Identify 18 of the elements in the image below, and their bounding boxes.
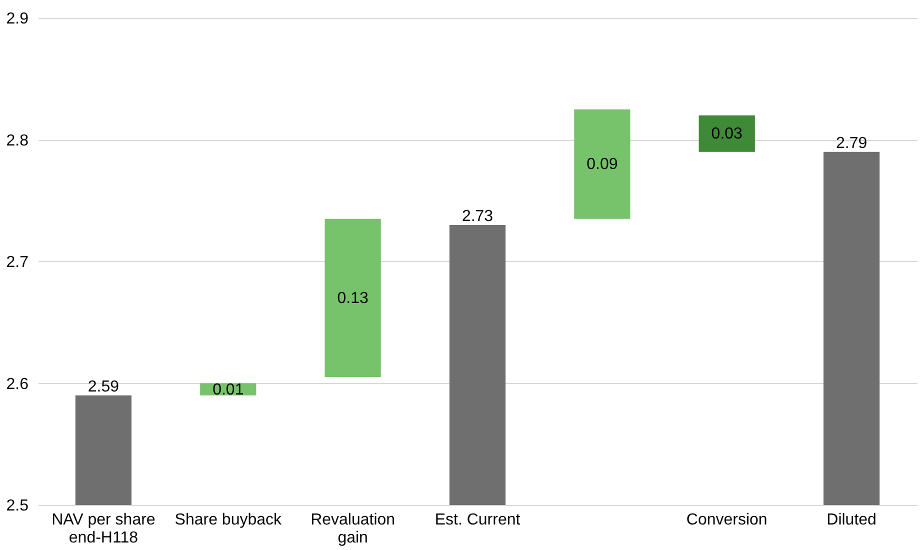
x-tick-label: Est. Current: [434, 512, 521, 528]
y-tick-label: 2.5: [6, 498, 29, 514]
data-label: 0.13: [337, 290, 368, 308]
y-tick-label: 2.6: [6, 376, 29, 393]
x-tick-label: Revaluation gain: [310, 512, 396, 546]
data-label: 2.73: [462, 208, 494, 225]
data-label: 0.09: [586, 156, 618, 174]
y-tick-label: 2.9: [6, 10, 29, 28]
data-label: 0.03: [711, 126, 743, 143]
y-tick-label: 2.8: [6, 132, 29, 150]
x-tick-label: Share buyback: [174, 512, 283, 528]
data-label: 0.01: [212, 381, 244, 398]
data-label: 2.79: [836, 134, 868, 152]
y-tick-label: 2.7: [6, 254, 29, 271]
data-label: 2.59: [88, 378, 120, 396]
x-tick-label: Conversion: [686, 512, 768, 528]
x-tick-label: Diluted: [826, 512, 876, 528]
x-tick-label: NAV per share end-H118: [52, 512, 156, 546]
